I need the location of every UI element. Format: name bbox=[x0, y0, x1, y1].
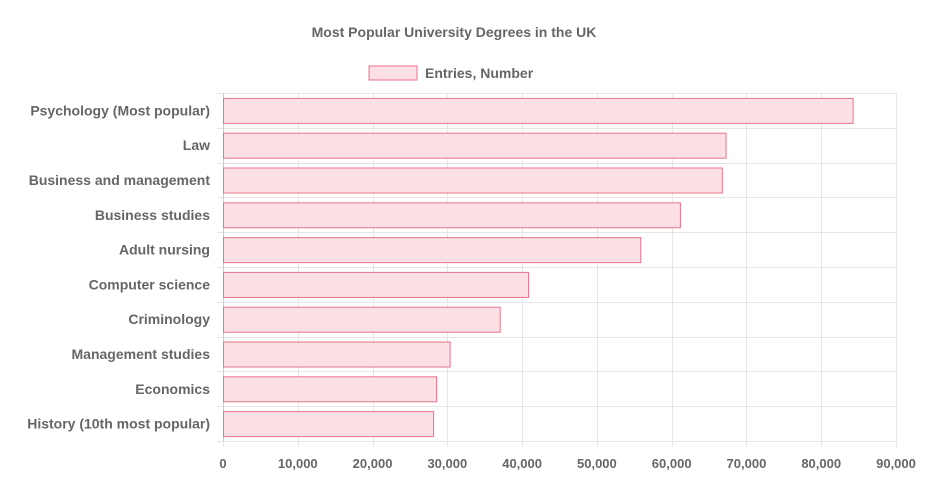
category-label: Business and management bbox=[29, 172, 211, 188]
x-tick-label: 60,000 bbox=[652, 456, 692, 471]
legend[interactable]: Entries, Number bbox=[368, 65, 534, 81]
x-tick-label: 20,000 bbox=[353, 456, 393, 471]
category-label: History (10th most popular) bbox=[27, 416, 210, 432]
bar[interactable] bbox=[223, 341, 451, 368]
x-tick-label: 50,000 bbox=[577, 456, 617, 471]
x-tick-label: 10,000 bbox=[278, 456, 318, 471]
bars bbox=[223, 97, 854, 438]
bar[interactable] bbox=[223, 411, 435, 438]
bar[interactable] bbox=[223, 202, 681, 229]
legend-label: Entries, Number bbox=[425, 65, 534, 81]
x-tick-label: 70,000 bbox=[727, 456, 767, 471]
x-tick-label: 90,000 bbox=[876, 456, 916, 471]
chart-title: Most Popular University Degrees in the U… bbox=[312, 24, 597, 40]
bar[interactable] bbox=[223, 132, 727, 159]
x-tick-label: 30,000 bbox=[427, 456, 467, 471]
bar[interactable] bbox=[223, 167, 723, 194]
category-label: Economics bbox=[135, 381, 210, 397]
legend-swatch bbox=[368, 65, 418, 81]
category-labels: Psychology (Most popular) Law Business and… bbox=[27, 102, 210, 431]
bar[interactable] bbox=[223, 271, 530, 298]
bar[interactable] bbox=[223, 237, 642, 264]
category-label: Management studies bbox=[72, 346, 211, 362]
category-label: Business studies bbox=[95, 207, 210, 223]
x-axis-tick-labels: 0 10,000 20,000 30,000 40,000 50,000 60,000 70,… bbox=[219, 456, 916, 471]
category-label: Psychology (Most popular) bbox=[30, 102, 210, 118]
x-tick-label: 40,000 bbox=[502, 456, 542, 471]
bar[interactable] bbox=[223, 97, 854, 124]
category-label: Law bbox=[183, 137, 210, 153]
category-label: Adult nursing bbox=[119, 242, 210, 258]
bar[interactable] bbox=[223, 376, 438, 403]
x-tick-label: 80,000 bbox=[801, 456, 841, 471]
bar[interactable] bbox=[223, 306, 501, 333]
category-label: Computer science bbox=[89, 276, 211, 292]
x-tick-label: 0 bbox=[219, 456, 226, 471]
category-label: Criminology bbox=[128, 311, 210, 327]
